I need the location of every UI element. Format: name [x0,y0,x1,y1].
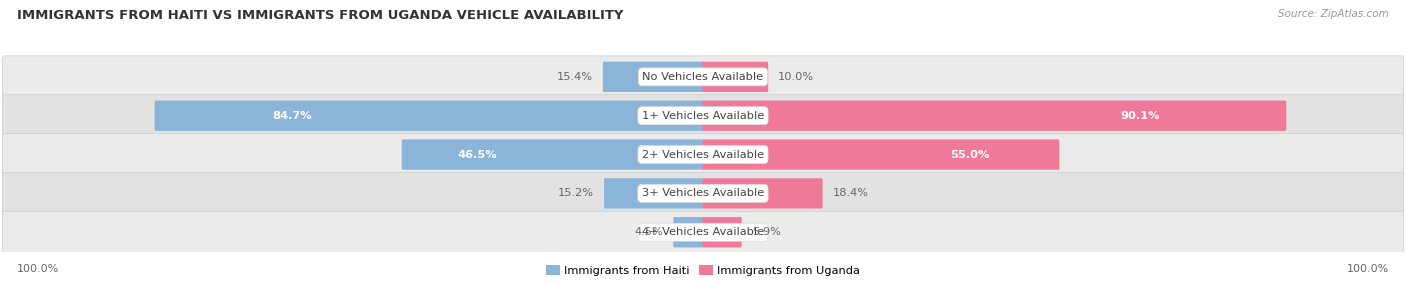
Text: Source: ZipAtlas.com: Source: ZipAtlas.com [1278,9,1389,19]
FancyBboxPatch shape [673,217,703,247]
Text: 55.0%: 55.0% [950,150,990,160]
Text: 46.5%: 46.5% [457,150,498,160]
Text: 90.1%: 90.1% [1121,111,1160,121]
Text: 100.0%: 100.0% [17,264,59,274]
Text: 15.2%: 15.2% [558,188,595,198]
FancyBboxPatch shape [703,178,823,208]
Text: 3+ Vehicles Available: 3+ Vehicles Available [643,188,763,198]
FancyBboxPatch shape [703,217,742,247]
FancyBboxPatch shape [703,62,768,92]
FancyBboxPatch shape [3,56,1403,98]
FancyBboxPatch shape [3,95,1403,137]
Text: No Vehicles Available: No Vehicles Available [643,72,763,82]
Text: 4.5%: 4.5% [634,227,664,237]
Text: 84.7%: 84.7% [273,111,312,121]
FancyBboxPatch shape [703,139,1059,170]
FancyBboxPatch shape [703,101,1286,131]
FancyBboxPatch shape [3,134,1403,176]
FancyBboxPatch shape [603,62,703,92]
FancyBboxPatch shape [402,139,703,170]
Text: 10.0%: 10.0% [779,72,814,82]
Text: 1+ Vehicles Available: 1+ Vehicles Available [643,111,763,121]
Text: 4+ Vehicles Available: 4+ Vehicles Available [643,227,763,237]
FancyBboxPatch shape [3,211,1403,253]
Text: 18.4%: 18.4% [832,188,869,198]
Text: 2+ Vehicles Available: 2+ Vehicles Available [643,150,763,160]
Text: IMMIGRANTS FROM HAITI VS IMMIGRANTS FROM UGANDA VEHICLE AVAILABILITY: IMMIGRANTS FROM HAITI VS IMMIGRANTS FROM… [17,9,623,21]
FancyBboxPatch shape [605,178,703,208]
Text: 15.4%: 15.4% [557,72,593,82]
FancyBboxPatch shape [155,101,703,131]
Legend: Immigrants from Haiti, Immigrants from Uganda: Immigrants from Haiti, Immigrants from U… [541,261,865,280]
Text: 100.0%: 100.0% [1347,264,1389,274]
FancyBboxPatch shape [3,172,1403,214]
Text: 5.9%: 5.9% [752,227,780,237]
